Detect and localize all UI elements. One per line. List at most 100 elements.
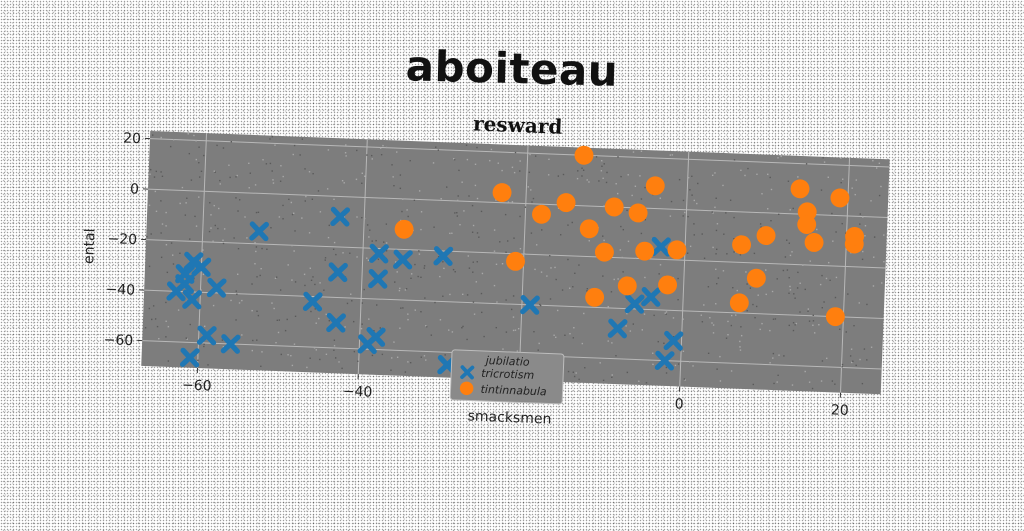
noise-speck bbox=[190, 324, 191, 325]
noise-speck bbox=[229, 177, 230, 178]
noise-speck bbox=[879, 163, 880, 164]
noise-speck bbox=[860, 213, 861, 214]
noise-speck bbox=[149, 174, 150, 175]
noise-speck bbox=[625, 325, 626, 326]
noise-speck bbox=[622, 271, 623, 272]
noise-speck bbox=[350, 293, 351, 294]
noise-speck bbox=[314, 347, 315, 348]
noise-speck bbox=[168, 326, 169, 327]
noise-speck bbox=[150, 169, 151, 170]
noise-speck bbox=[466, 145, 467, 146]
noise-speck bbox=[312, 199, 313, 200]
noise-speck bbox=[606, 172, 607, 173]
noise-speck bbox=[415, 309, 416, 310]
noise-speck bbox=[767, 174, 768, 175]
noise-speck bbox=[746, 310, 747, 311]
noise-speck bbox=[712, 247, 713, 248]
noise-speck bbox=[739, 346, 740, 347]
noise-speck bbox=[459, 224, 460, 225]
noise-speck bbox=[703, 304, 704, 305]
noise-speck bbox=[820, 284, 821, 285]
noise-speck bbox=[512, 201, 513, 202]
noise-speck bbox=[691, 176, 692, 177]
noise-speck bbox=[793, 293, 794, 294]
noise-speck bbox=[207, 364, 208, 365]
noise-speck bbox=[872, 160, 873, 161]
noise-speck bbox=[693, 223, 694, 224]
noise-speck bbox=[291, 245, 292, 246]
noise-speck bbox=[472, 205, 473, 206]
noise-speck bbox=[658, 341, 659, 342]
noise-speck bbox=[716, 283, 717, 284]
noise-speck bbox=[789, 325, 790, 326]
noise-speck bbox=[602, 235, 603, 236]
noise-speck bbox=[635, 186, 636, 187]
noise-speck bbox=[623, 229, 624, 230]
noise-speck bbox=[235, 319, 236, 320]
noise-speck bbox=[708, 353, 709, 354]
noise-speck bbox=[823, 301, 824, 302]
noise-speck bbox=[713, 332, 714, 333]
noise-speck bbox=[529, 154, 530, 155]
noise-speck bbox=[256, 311, 257, 312]
noise-speck bbox=[806, 163, 807, 164]
noise-speck bbox=[635, 258, 636, 259]
noise-speck bbox=[518, 328, 519, 329]
noise-speck bbox=[149, 205, 150, 206]
noise-speck bbox=[722, 185, 723, 186]
noise-speck bbox=[602, 178, 603, 179]
noise-speck bbox=[353, 321, 354, 322]
noise-speck bbox=[760, 223, 761, 224]
noise-speck bbox=[196, 159, 197, 160]
noise-speck bbox=[188, 133, 189, 134]
noise-speck bbox=[162, 223, 163, 224]
noise-speck bbox=[501, 170, 502, 171]
noise-speck bbox=[601, 170, 602, 171]
noise-speck bbox=[276, 276, 277, 277]
noise-speck bbox=[440, 319, 441, 320]
noise-speck bbox=[405, 371, 406, 372]
x-tick-label: −40 bbox=[342, 384, 372, 401]
noise-speck bbox=[604, 163, 605, 164]
noise-speck bbox=[328, 237, 329, 238]
noise-speck bbox=[496, 301, 497, 302]
x-tick-label: 0 bbox=[674, 396, 684, 412]
noise-speck bbox=[759, 329, 760, 330]
noise-speck bbox=[241, 300, 242, 301]
noise-speck bbox=[546, 275, 547, 276]
noise-speck bbox=[727, 334, 728, 335]
noise-speck bbox=[419, 253, 420, 254]
noise-speck bbox=[732, 287, 733, 288]
noise-speck bbox=[793, 330, 794, 331]
noise-speck bbox=[282, 218, 283, 219]
noise-speck bbox=[301, 217, 302, 218]
noise-speck bbox=[856, 179, 857, 180]
noise-speck bbox=[783, 355, 784, 356]
noise-speck bbox=[275, 342, 276, 343]
noise-speck bbox=[261, 351, 262, 352]
noise-speck bbox=[841, 366, 842, 367]
noise-speck bbox=[666, 311, 667, 312]
noise-speck bbox=[149, 308, 150, 309]
noise-speck bbox=[150, 233, 151, 234]
noise-speck bbox=[462, 326, 463, 327]
noise-speck bbox=[249, 187, 250, 188]
noise-speck bbox=[271, 170, 272, 171]
noise-speck bbox=[342, 252, 343, 253]
noise-speck bbox=[603, 240, 604, 241]
noise-speck bbox=[165, 212, 166, 213]
noise-speck bbox=[671, 201, 672, 202]
noise-speck bbox=[323, 289, 324, 290]
noise-speck bbox=[367, 224, 368, 225]
noise-speck bbox=[170, 146, 171, 147]
noise-speck bbox=[601, 160, 602, 161]
noise-speck bbox=[644, 313, 645, 314]
noise-speck bbox=[588, 181, 589, 182]
noise-speck bbox=[345, 144, 346, 145]
noise-speck bbox=[167, 272, 168, 273]
noise-speck bbox=[696, 203, 697, 204]
noise-speck bbox=[304, 168, 305, 169]
noise-speck bbox=[608, 306, 609, 307]
